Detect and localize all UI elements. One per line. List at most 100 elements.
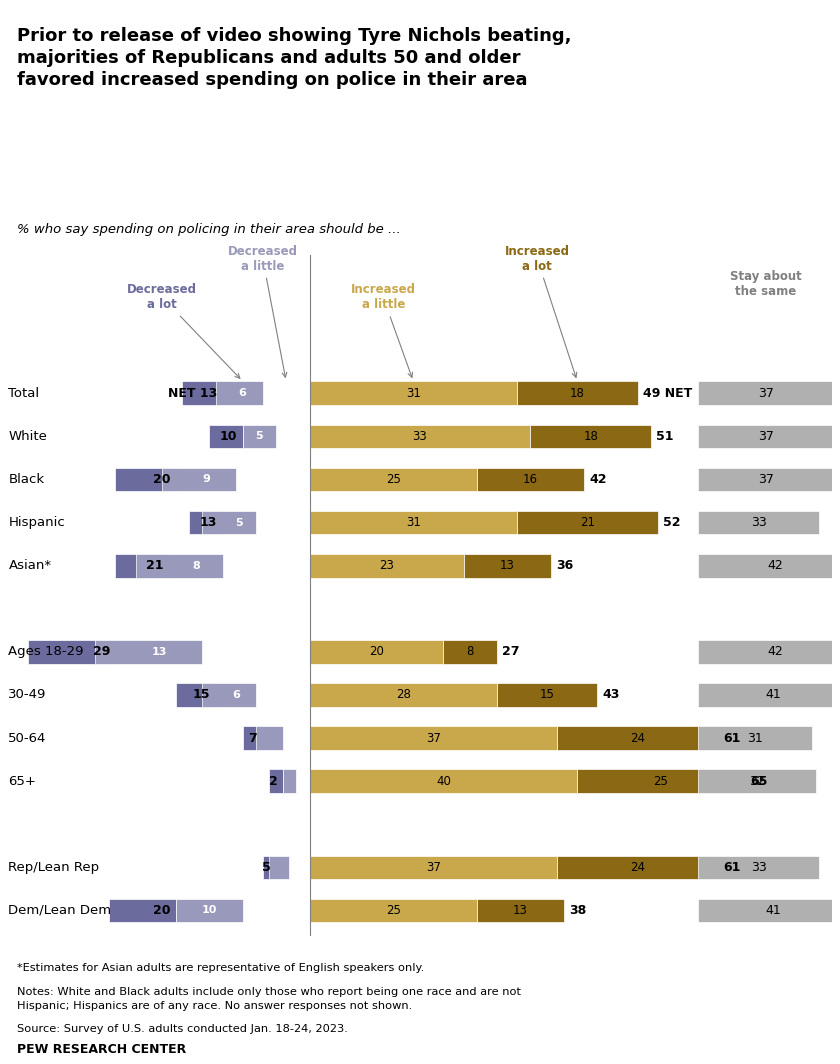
Text: Decreased
a lot: Decreased a lot [128, 283, 240, 379]
Text: 5: 5 [262, 861, 270, 874]
Bar [517, 511, 658, 534]
Text: 5: 5 [255, 431, 263, 442]
Text: 29: 29 [92, 646, 110, 659]
Text: 31: 31 [406, 387, 421, 400]
Bar [698, 769, 816, 793]
Text: 10: 10 [220, 430, 237, 443]
Text: Decreased
a little: Decreased a little [228, 245, 297, 378]
Bar [216, 381, 263, 405]
Text: 8: 8 [192, 561, 200, 570]
Bar [270, 769, 283, 793]
Bar [497, 683, 597, 706]
Bar [698, 899, 840, 922]
Bar [310, 554, 464, 578]
Text: 7: 7 [249, 732, 257, 745]
Text: 18: 18 [570, 387, 585, 400]
Text: 11: 11 [265, 475, 281, 484]
Text: 37: 37 [758, 387, 774, 400]
Text: 24: 24 [630, 732, 645, 745]
Text: 25: 25 [386, 904, 401, 917]
Bar [464, 554, 550, 578]
Text: 9: 9 [202, 475, 210, 484]
Text: 10: 10 [202, 905, 217, 915]
Bar [698, 381, 834, 405]
Bar [698, 855, 819, 879]
Text: 13: 13 [151, 647, 166, 656]
Text: 7: 7 [282, 388, 290, 398]
Bar [577, 769, 744, 793]
Text: NET 13: NET 13 [168, 387, 218, 400]
Text: Stay about
the same: Stay about the same [730, 270, 801, 299]
Bar [557, 855, 718, 879]
Bar [29, 641, 115, 664]
Bar [698, 683, 840, 706]
Text: *Estimates for Asian adults are representative of English speakers only.: *Estimates for Asian adults are represen… [17, 963, 424, 972]
Bar [310, 683, 497, 706]
Text: 31: 31 [406, 516, 421, 529]
Text: 6: 6 [239, 388, 247, 398]
Bar [557, 727, 718, 750]
Text: 6: 6 [232, 689, 240, 700]
Text: 2: 2 [269, 775, 277, 787]
Text: 37: 37 [426, 861, 441, 874]
Bar [176, 899, 243, 922]
Bar [698, 511, 819, 534]
Text: 5: 5 [289, 431, 297, 442]
Text: 37: 37 [758, 473, 774, 486]
Text: 41: 41 [765, 904, 781, 917]
Text: Total: Total [8, 387, 39, 400]
Bar [283, 769, 297, 793]
Text: PEW RESEARCH CENTER: PEW RESEARCH CENTER [17, 1043, 186, 1055]
Bar [310, 899, 477, 922]
Text: 37: 37 [426, 732, 441, 745]
Text: 10: 10 [269, 905, 284, 915]
Bar [477, 899, 564, 922]
Text: 25: 25 [386, 473, 401, 486]
Text: 15: 15 [193, 688, 211, 701]
Bar [517, 381, 638, 405]
Text: 27: 27 [502, 646, 520, 659]
Bar [698, 425, 834, 448]
Text: 43: 43 [603, 688, 620, 701]
Bar [310, 855, 557, 879]
Text: 13: 13 [200, 516, 218, 529]
Text: 13: 13 [513, 904, 528, 917]
Text: 33: 33 [751, 861, 766, 874]
Text: Dem/Lean Dem: Dem/Lean Dem [8, 904, 112, 917]
Bar [202, 683, 256, 706]
Text: 42: 42 [590, 473, 606, 486]
Text: Increased
a little: Increased a little [350, 283, 416, 378]
Text: 13: 13 [259, 561, 274, 570]
Text: 36: 36 [556, 560, 573, 572]
Text: 8: 8 [466, 646, 474, 659]
Text: 31: 31 [747, 732, 763, 745]
Text: Ages 18-29: Ages 18-29 [8, 646, 84, 659]
Text: 61: 61 [723, 861, 741, 874]
Text: Prior to release of video showing Tyre Nichols beating,
majorities of Republican: Prior to release of video showing Tyre N… [17, 27, 571, 89]
Bar [115, 554, 169, 578]
Text: 25: 25 [654, 775, 669, 787]
Text: Hispanic: Hispanic [8, 516, 66, 529]
Text: 40: 40 [436, 775, 451, 787]
Text: 16: 16 [248, 647, 264, 656]
Text: Black: Black [8, 473, 45, 486]
Text: 20: 20 [369, 646, 384, 659]
Text: 20: 20 [153, 473, 171, 486]
Text: 61: 61 [723, 732, 741, 745]
Text: 38: 38 [570, 904, 586, 917]
Text: 33: 33 [412, 430, 428, 443]
Bar [310, 511, 517, 534]
Text: 49 NET: 49 NET [643, 387, 692, 400]
Text: Increased
a lot: Increased a lot [505, 245, 577, 378]
Text: 13: 13 [500, 560, 514, 572]
Text: 28: 28 [396, 688, 411, 701]
Bar [182, 381, 223, 405]
Text: 21: 21 [580, 516, 595, 529]
Text: 20: 20 [153, 904, 171, 917]
Text: Rep/Lean Rep: Rep/Lean Rep [8, 861, 99, 874]
Text: 15: 15 [540, 688, 554, 701]
Text: % who say spending on policing in their area should be ...: % who say spending on policing in their … [17, 223, 401, 236]
Bar [256, 727, 283, 750]
Text: Source: Survey of U.S. adults conducted Jan. 18-24, 2023.: Source: Survey of U.S. adults conducted … [17, 1024, 348, 1033]
Text: 5: 5 [235, 517, 243, 528]
